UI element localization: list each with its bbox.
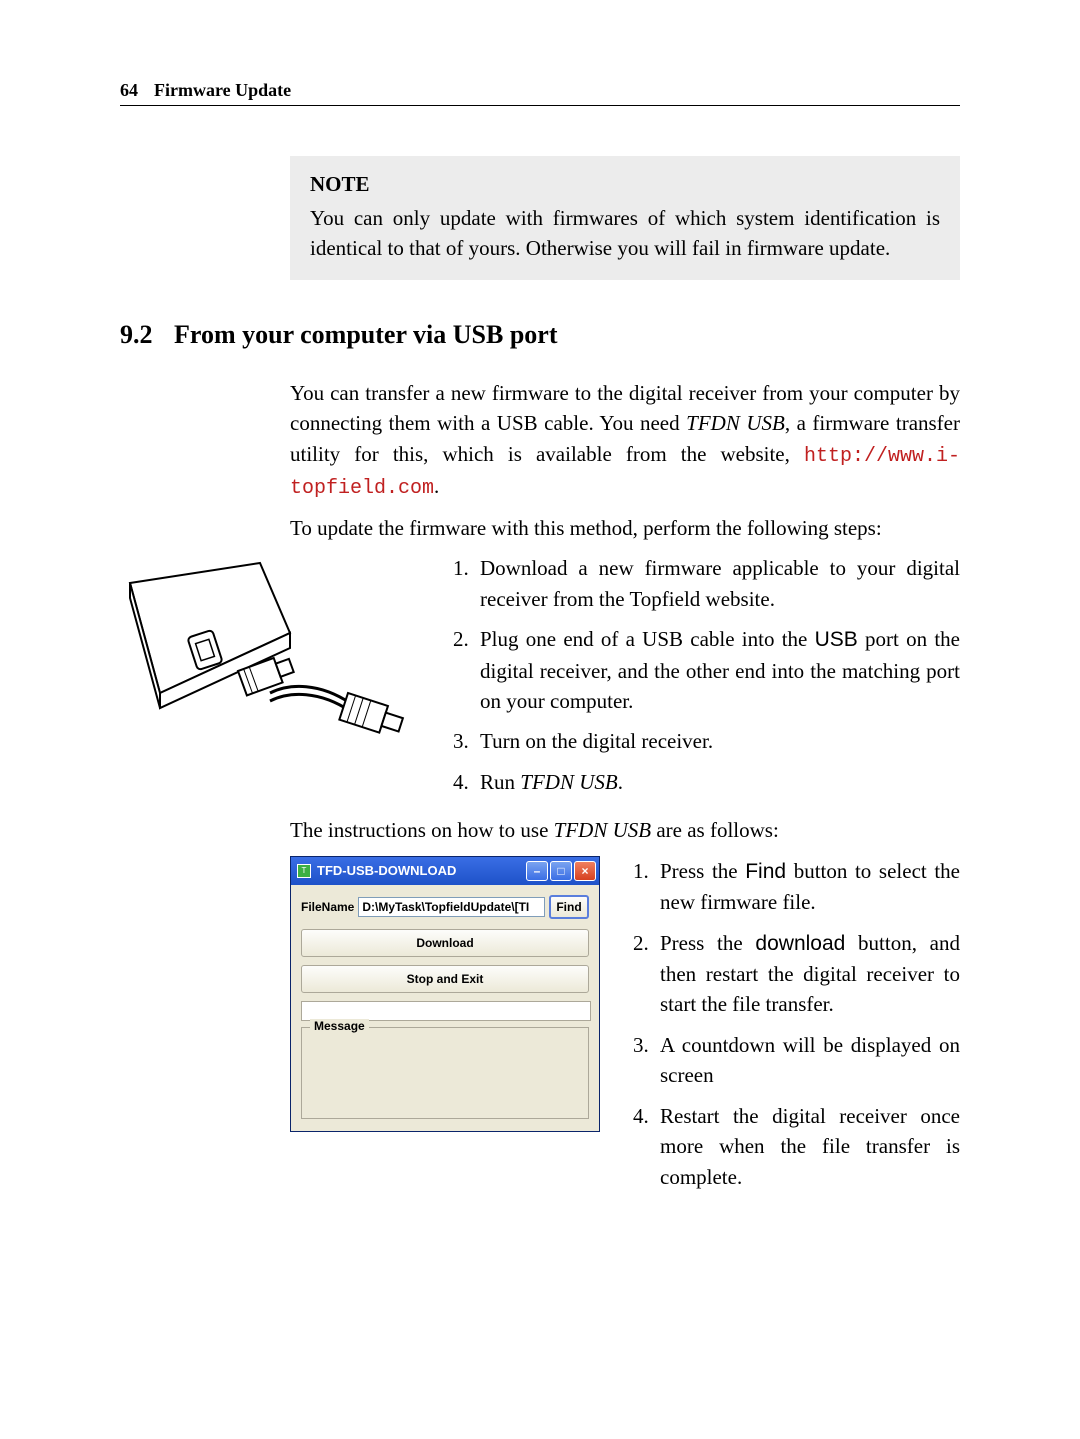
note-label: NOTE <box>310 172 940 197</box>
tfdn-usb-name: TFDN USB <box>520 770 617 794</box>
page-number: 64 <box>120 80 138 101</box>
list-item: Press the download button, and then rest… <box>654 928 960 1020</box>
text: A countdown will be displayed on screen <box>660 1033 960 1087</box>
find-button[interactable]: Find <box>549 895 589 919</box>
list-item: Turn on the digital receiver. <box>474 726 960 756</box>
filename-row: FileName D:\MyTask\TopfieldUpdate\[TI Fi… <box>301 895 589 919</box>
tfdn-usb-name: TFDN USB <box>686 411 785 435</box>
tfd-app-screenshot: T TFD-USB-DOWNLOAD – □ × FileName D:\MyT… <box>290 856 600 1202</box>
filename-label: FileName <box>301 900 354 914</box>
text: The instructions on how to use <box>290 818 554 842</box>
app-body: FileName D:\MyTask\TopfieldUpdate\[TI Fi… <box>291 885 599 1131</box>
titlebar: T TFD-USB-DOWNLOAD – □ × <box>291 857 599 885</box>
usb-connection-illustration <box>120 553 420 807</box>
text: Press the <box>660 859 745 883</box>
window-title: TFD-USB-DOWNLOAD <box>317 863 524 878</box>
text: Press the <box>660 931 755 955</box>
list-item: Download a new firmware applicable to yo… <box>474 553 960 614</box>
text: Turn on the digital receiver. <box>480 729 713 753</box>
text: are as follows: <box>651 818 779 842</box>
filename-input[interactable]: D:\MyTask\TopfieldUpdate\[TI <box>358 897 545 917</box>
intro-paragraph-2: To update the firmware with this method,… <box>290 513 960 543</box>
page: 64 Firmware Update NOTE You can only upd… <box>0 0 1080 1282</box>
message-label: Message <box>310 1019 369 1033</box>
app-window: T TFD-USB-DOWNLOAD – □ × FileName D:\MyT… <box>290 856 600 1132</box>
download-button[interactable]: Download <box>301 929 589 957</box>
text: Restart the digital receiver once more w… <box>660 1104 960 1189</box>
list-item: Restart the digital receiver once more w… <box>654 1101 960 1192</box>
progress-bar <box>301 1001 591 1021</box>
steps-list-2: Press the Find button to select the new … <box>628 856 960 1202</box>
list-item: Press the Find button to select the new … <box>654 856 960 918</box>
usb-cable-icon <box>120 553 420 753</box>
text: Plug one end of a USB cable into the <box>480 627 815 651</box>
steps-with-illustration: Download a new firmware applicable to yo… <box>120 553 960 807</box>
text: Run <box>480 770 520 794</box>
app-icon: T <box>297 864 311 878</box>
section-number: 9.2 <box>120 320 174 350</box>
list-item: A countdown will be displayed on screen <box>654 1030 960 1091</box>
text: Download a new firmware applicable to yo… <box>480 556 960 610</box>
usb-label: USB <box>815 628 858 651</box>
text: . <box>434 474 439 498</box>
close-button[interactable]: × <box>574 861 596 881</box>
mid-paragraph: The instructions on how to use TFDN USB … <box>290 815 960 845</box>
minimize-button[interactable]: – <box>526 861 548 881</box>
chapter-title: Firmware Update <box>154 80 291 101</box>
section-title: From your computer via USB port <box>174 320 558 349</box>
steps-list-1: Download a new firmware applicable to yo… <box>448 553 960 807</box>
maximize-button[interactable]: □ <box>550 861 572 881</box>
find-label: Find <box>745 860 786 883</box>
app-with-steps: T TFD-USB-DOWNLOAD – □ × FileName D:\MyT… <box>290 856 960 1202</box>
stop-exit-button[interactable]: Stop and Exit <box>301 965 589 993</box>
list-item: Run TFDN USB. <box>474 767 960 797</box>
page-header: 64 Firmware Update <box>120 80 960 106</box>
intro-paragraph-1: You can transfer a new firmware to the d… <box>290 378 960 503</box>
note-body: You can only update with firmwares of wh… <box>310 203 940 264</box>
text: . <box>618 770 623 794</box>
list-item: Plug one end of a USB cable into the USB… <box>474 624 960 716</box>
message-group: Message <box>301 1027 589 1119</box>
tfdn-usb-name: TFDN USB <box>554 818 651 842</box>
section-heading: 9.2From your computer via USB port <box>120 320 960 350</box>
download-label: download <box>755 932 845 955</box>
note-box: NOTE You can only update with firmwares … <box>290 156 960 280</box>
